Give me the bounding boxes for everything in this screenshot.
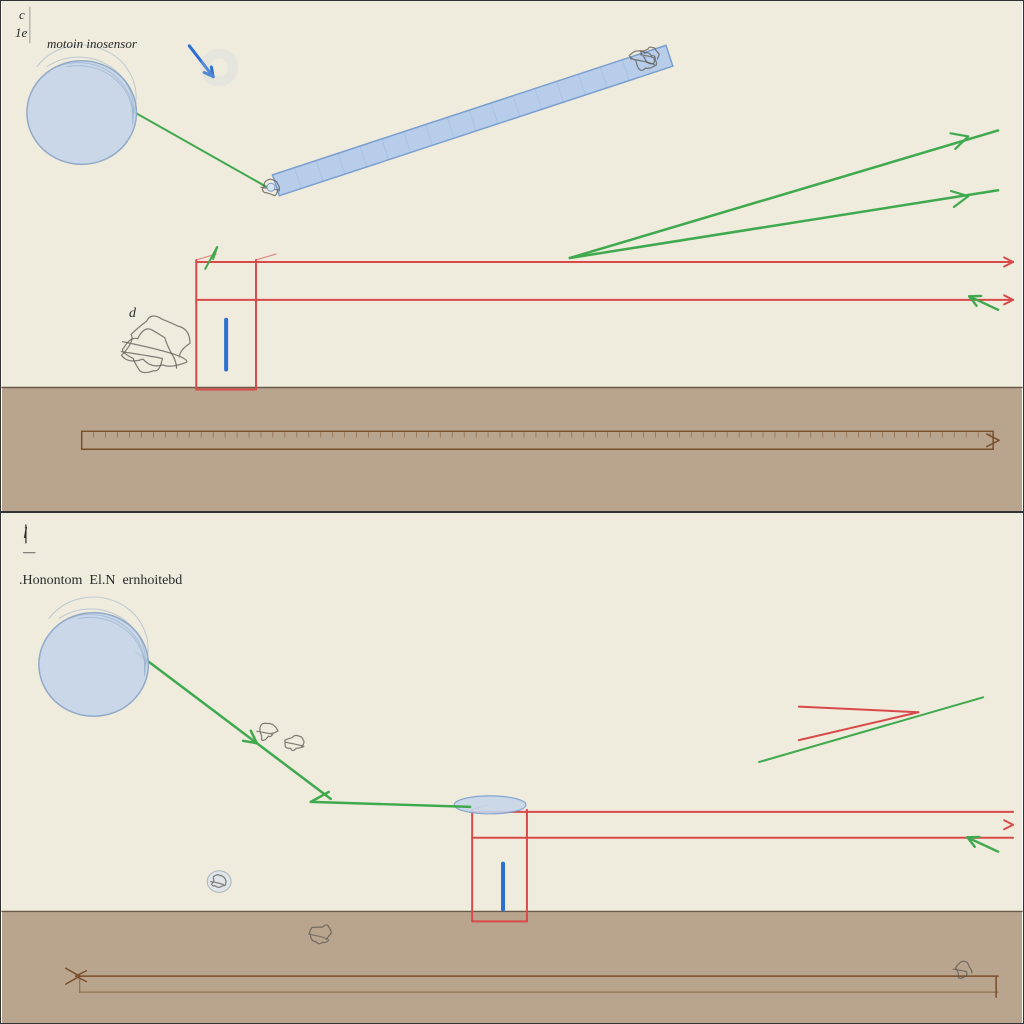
axis-marker-c: c (19, 7, 25, 23)
axis-marker-1e: 1e (15, 25, 27, 41)
panel-top-title: motoin inosensor (47, 36, 137, 52)
panel-top-svg (1, 1, 1023, 511)
panel-bottom-title: .Honontom El.N ernhoitebd (19, 573, 182, 589)
panel-bottom-svg (1, 513, 1023, 1023)
axis-marker-l: l (23, 525, 27, 543)
panel-bottom: l — .Honontom El.N ernhoitebd (0, 512, 1024, 1024)
d-label: d (129, 306, 136, 322)
diagram-container: c 1e motoin inosensor d l — .Honontom El… (0, 0, 1024, 1024)
panel-top: c 1e motoin inosensor d (0, 0, 1024, 512)
